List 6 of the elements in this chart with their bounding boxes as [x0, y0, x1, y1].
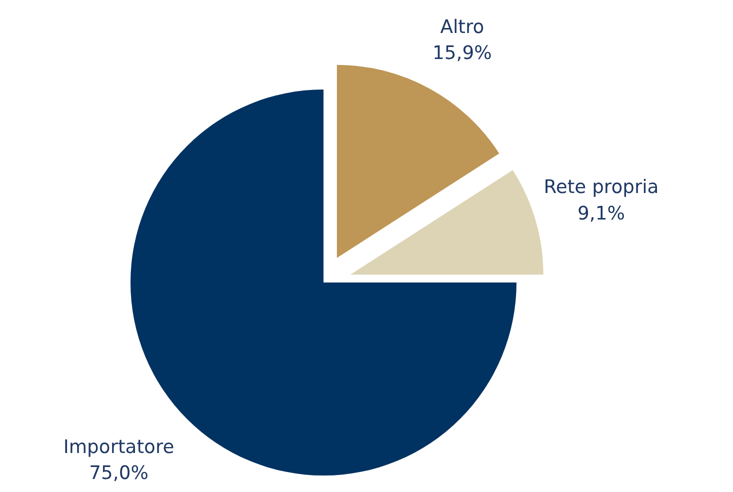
slice-label: Rete propria — [544, 177, 659, 198]
data-label: 75,0% — [89, 463, 148, 484]
data-label: 9,1% — [578, 203, 625, 224]
data-label: 15,9% — [432, 43, 492, 64]
slice-label: Importatore — [63, 436, 174, 458]
slice-label: Altro — [440, 16, 484, 38]
